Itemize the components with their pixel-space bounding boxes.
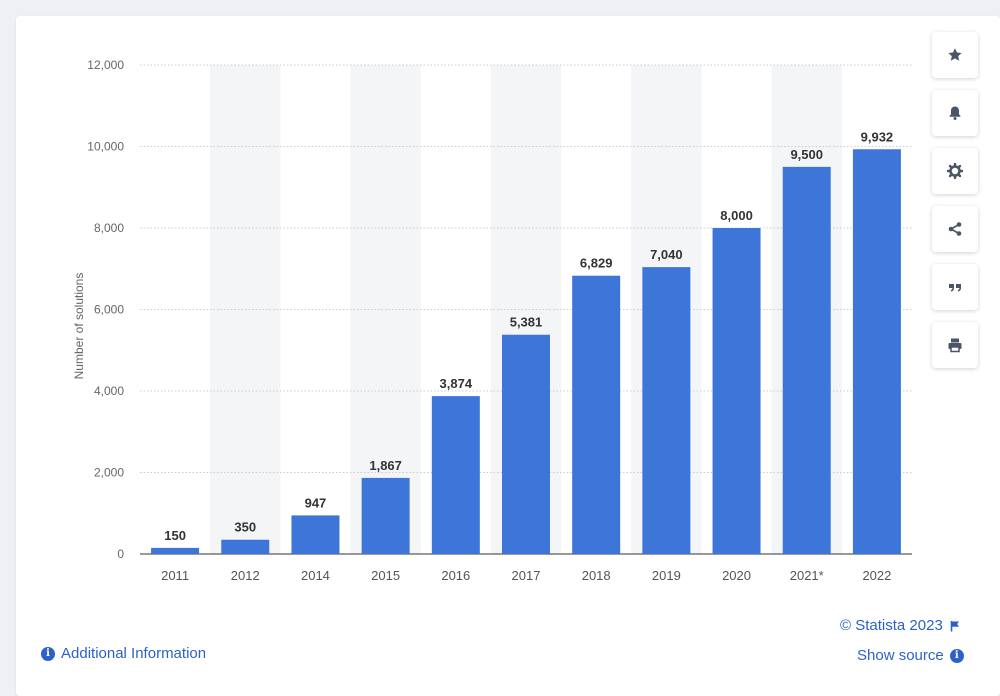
toolbar-sidebar (932, 32, 978, 368)
x-tick-label: 2021* (790, 568, 824, 583)
quote-icon (949, 284, 961, 292)
x-tick-label: 2011 (161, 568, 189, 583)
bar (852, 149, 901, 554)
star-icon (948, 48, 962, 61)
x-tick-label: 2018 (582, 568, 611, 583)
bar (151, 547, 200, 554)
bar (431, 396, 480, 554)
x-tick-label: 2016 (441, 568, 470, 583)
cite-button[interactable] (932, 264, 978, 310)
y-tick-label: 0 (117, 547, 124, 561)
y-tick-label: 2,000 (94, 466, 124, 480)
x-tick-label: 2019 (652, 568, 681, 583)
y-tick-label: 4,000 (94, 384, 124, 398)
share-icon (948, 222, 962, 236)
bar (782, 166, 831, 554)
data-label: 8,000 (720, 208, 753, 223)
bar (642, 267, 691, 554)
data-label: 150 (164, 528, 186, 543)
y-tick-label: 8,000 (94, 221, 124, 235)
bar (572, 275, 621, 554)
x-tick-label: 2020 (722, 568, 751, 583)
info-icon: i (949, 648, 964, 663)
data-label: 9,500 (790, 147, 823, 162)
data-label: 1,867 (369, 458, 402, 473)
print-button[interactable] (932, 322, 978, 368)
additional-information-link[interactable]: i Additional Information (41, 645, 206, 662)
bar (221, 539, 270, 554)
copyright-text: © Statista 2023 (840, 617, 943, 634)
x-tick-label: 2012 (231, 568, 260, 583)
bar (712, 228, 761, 554)
bar (502, 334, 550, 554)
show-source-link[interactable]: Show source i (857, 647, 964, 664)
share-button[interactable] (932, 206, 978, 252)
notification-button[interactable] (932, 90, 978, 136)
x-tick-label: 2015 (371, 568, 400, 583)
data-label: 6,829 (580, 256, 613, 271)
show-source-label: Show source (857, 647, 944, 664)
flag-icon (950, 620, 959, 631)
bar (291, 515, 340, 554)
y-tick-label: 12,000 (87, 58, 124, 72)
y-axis-label: Number of solutions (72, 272, 86, 380)
data-label: 5,381 (510, 315, 543, 330)
data-label: 9,932 (861, 129, 894, 144)
bar-chart: 0 2,000 4,000 6,000 8,000 10,000 12,000 150 2011… (87, 58, 912, 583)
favorite-button[interactable] (932, 32, 978, 78)
x-tick-label: 2017 (512, 568, 541, 583)
x-tick-label: 2014 (301, 568, 330, 583)
additional-information-label: Additional Information (61, 645, 207, 662)
data-label: 7,040 (650, 247, 683, 262)
info-icon: i (41, 646, 55, 661)
settings-button[interactable] (932, 148, 978, 194)
y-tick-label: 10,000 (87, 140, 124, 154)
data-label: 3,874 (440, 376, 473, 391)
gear-icon (947, 163, 963, 179)
data-label: 350 (234, 520, 256, 535)
bell-icon (949, 106, 961, 120)
print-icon (948, 338, 962, 353)
copyright-link[interactable]: © Statista 2023 (840, 617, 961, 634)
y-tick-label: 6,000 (94, 303, 124, 317)
bar (361, 477, 410, 554)
chart-card: 0 2,000 4,000 6,000 8,000 10,000 12,000 150 2011… (16, 16, 1000, 696)
data-label: 947 (305, 495, 327, 510)
x-tick-label: 2022 (862, 568, 891, 583)
